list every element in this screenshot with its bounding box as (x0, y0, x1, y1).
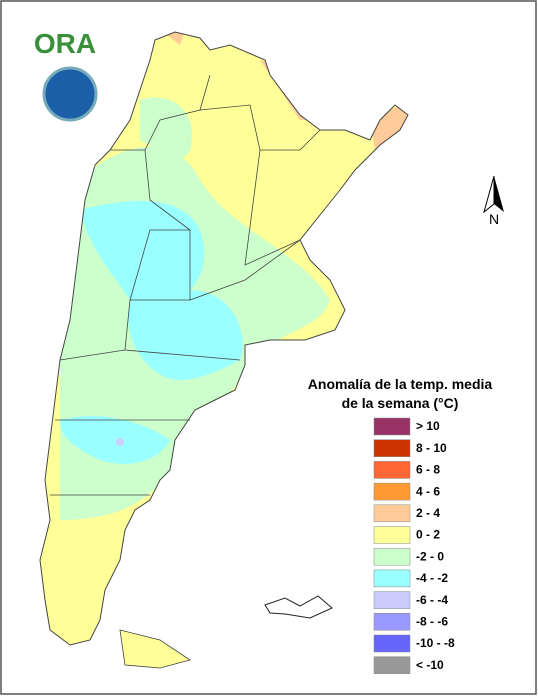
legend-label: -6 - -4 (416, 593, 448, 607)
legend-swatch (373, 482, 411, 501)
legend-label: -2 - 0 (416, 549, 444, 563)
province-borders (50, 74, 321, 496)
north-label: N (489, 211, 499, 227)
legend-label: 6 - 8 (416, 463, 440, 477)
legend-label: > 10 (416, 419, 440, 433)
legend-swatch (373, 591, 411, 609)
legend-swatch (373, 547, 411, 566)
north-arrow: N (483, 175, 504, 227)
legend-swatch (373, 504, 411, 523)
malvinas (264, 595, 333, 619)
legend-swatch (373, 461, 411, 479)
legend-label: < -10 (416, 658, 444, 672)
logo-text: ORA (34, 28, 96, 59)
legend-swatch (373, 439, 411, 457)
legend-title: Anomalía de la temp. media (308, 376, 493, 392)
legend-swatch (373, 417, 411, 436)
legend-label: -10 - -8 (416, 636, 455, 650)
legend-swatch (373, 569, 411, 588)
legend-title: de la semana (°C) (342, 395, 459, 411)
legend: Anomalía de la temp. media de la semana (… (308, 376, 493, 674)
legend-label: -8 - -6 (416, 614, 448, 628)
tierra-del-fuego (119, 629, 191, 669)
legend-label: -4 - -2 (416, 571, 448, 585)
logo-emblem (42, 66, 98, 122)
legend-swatch (373, 613, 411, 631)
legend-swatch (373, 526, 411, 544)
legend-swatch (373, 634, 411, 653)
legend-label: 8 - 10 (416, 441, 447, 455)
legend-swatch (373, 656, 411, 674)
legend-label: 0 - 2 (416, 528, 440, 542)
logo: ORA (34, 28, 98, 122)
legend-label: 2 - 4 (416, 506, 440, 520)
legend-label: 4 - 6 (416, 484, 440, 498)
